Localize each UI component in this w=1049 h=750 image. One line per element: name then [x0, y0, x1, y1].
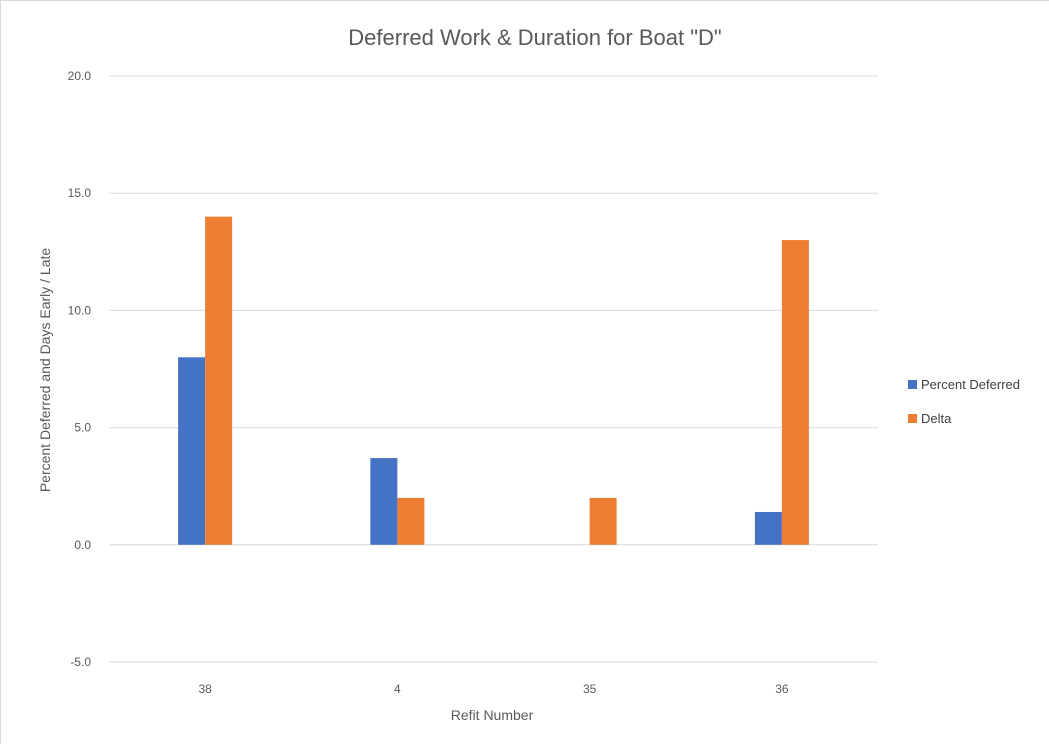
- x-tick-label: 36: [775, 682, 789, 696]
- legend-swatch: [908, 414, 917, 423]
- bars: [178, 216, 809, 545]
- bar-delta-4: [397, 497, 425, 545]
- chart-title: Deferred Work & Duration for Boat "D": [348, 25, 721, 50]
- y-axis-title: Percent Deferred and Days Early / Late: [37, 248, 53, 493]
- y-tick-label: 5.0: [74, 421, 91, 435]
- y-tick-labels: -5.0 0.0 5.0 10.0 15.0 20.0: [68, 69, 92, 669]
- bar-percent-deferred-36: [754, 511, 782, 545]
- y-tick-label: 15.0: [68, 186, 92, 200]
- x-axis-title: Refit Number: [451, 707, 534, 723]
- y-tick-label: 10.0: [68, 303, 92, 317]
- x-tick-labels: 38 4 35 36: [198, 682, 788, 696]
- gridlines: [109, 75, 878, 663]
- x-tick-label: 35: [583, 682, 597, 696]
- y-tick-label: 0.0: [74, 538, 91, 552]
- legend-label: Delta: [921, 411, 952, 426]
- bar-delta-35: [589, 497, 617, 545]
- x-tick-label: 38: [198, 682, 212, 696]
- bar-delta-36: [781, 240, 809, 545]
- legend: Percent Deferred Delta: [908, 377, 1020, 426]
- bar-percent-deferred-38: [178, 357, 206, 545]
- bar-delta-38: [205, 216, 233, 545]
- legend-swatch: [908, 380, 917, 389]
- y-tick-label: 20.0: [68, 69, 92, 83]
- y-tick-label: -5.0: [70, 655, 91, 669]
- legend-label: Percent Deferred: [921, 377, 1020, 392]
- bar-percent-deferred-4: [370, 458, 398, 545]
- x-tick-label: 4: [394, 682, 401, 696]
